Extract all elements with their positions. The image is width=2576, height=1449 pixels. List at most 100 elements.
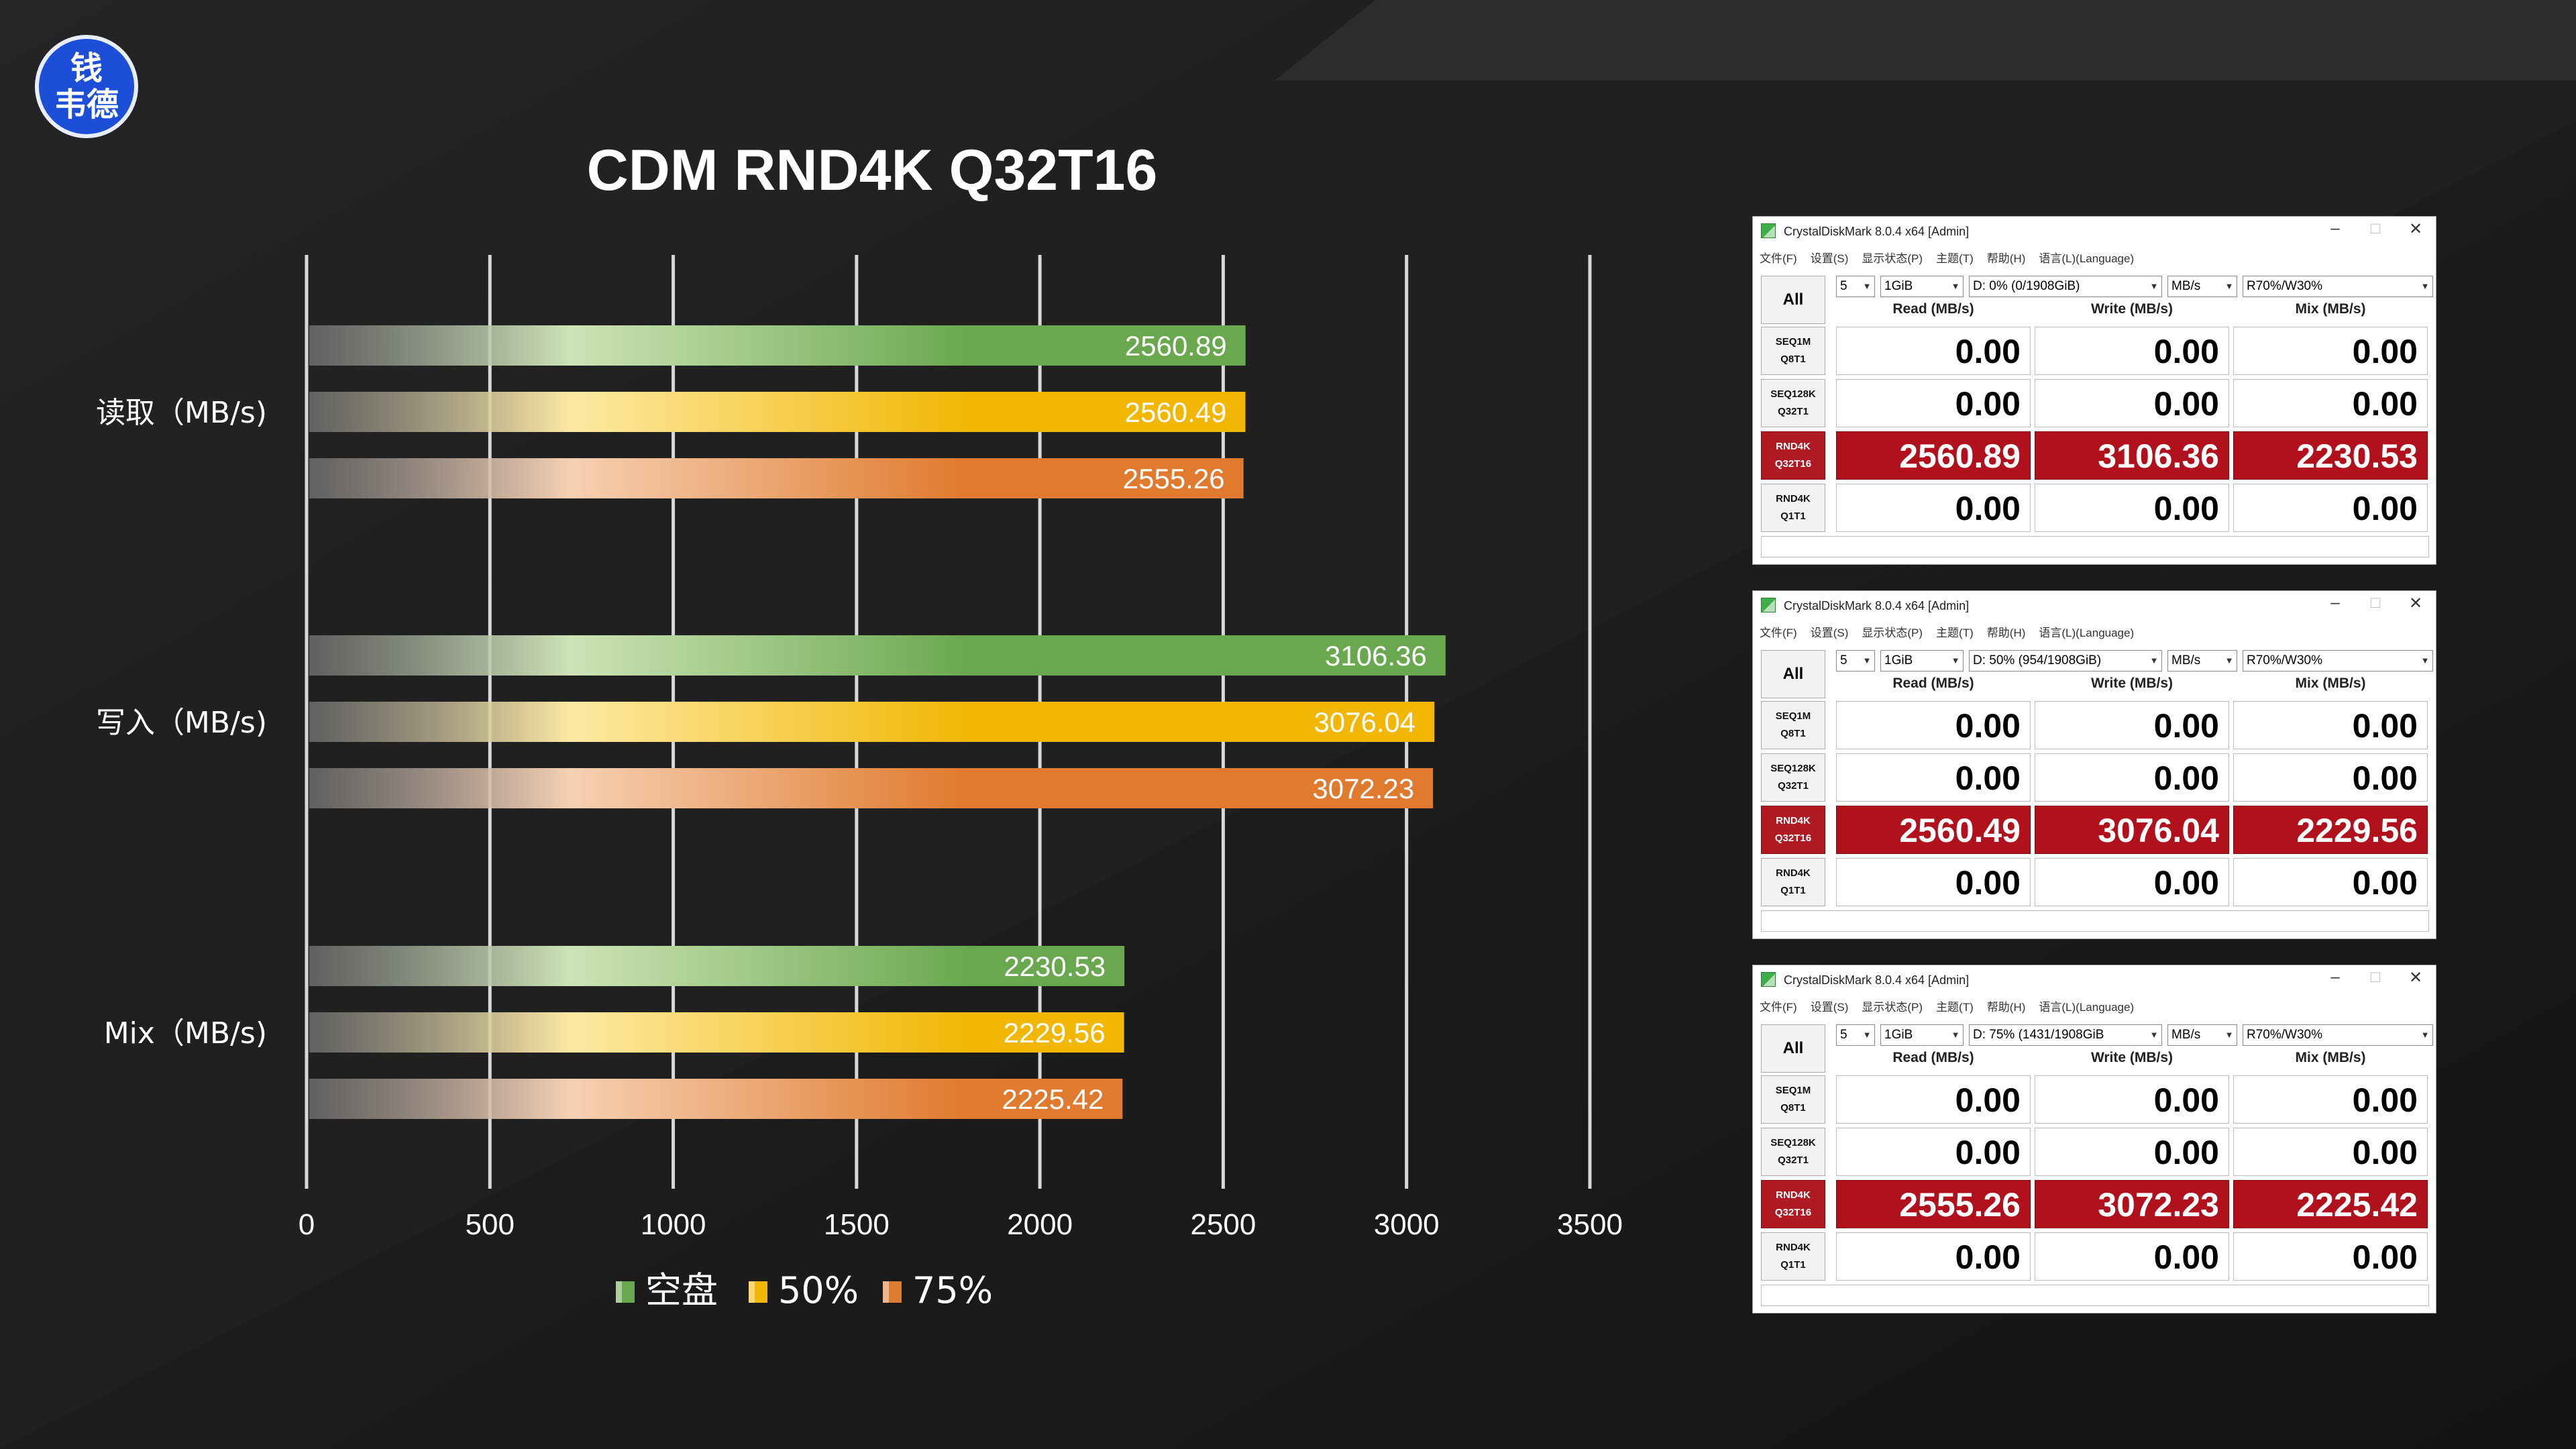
- menu-item[interactable]: 显示状态(P): [1862, 627, 1923, 639]
- legend-swatch-highlight: [883, 1281, 889, 1303]
- chevron-down-icon: ▼: [1948, 651, 1963, 671]
- close-icon[interactable]: ✕: [2408, 969, 2423, 987]
- test-params: Q8T1: [1780, 354, 1806, 365]
- select-value: 5: [1840, 279, 1847, 293]
- column-header: Mix (MB/s): [2295, 1050, 2366, 1065]
- test-name: SEQ128K: [1770, 388, 1816, 400]
- menu-item[interactable]: 设置(S): [1810, 627, 1849, 639]
- chevron-down-icon: ▼: [2222, 1025, 2237, 1045]
- menu-item[interactable]: 文件(F): [1760, 1001, 1797, 1014]
- drive-select[interactable]: D: 0% (0/1908GiB) ▼: [1969, 276, 2162, 297]
- result-mix-cell: 0.00: [2233, 1232, 2428, 1281]
- menu-item[interactable]: 显示状态(P): [1862, 1001, 1923, 1014]
- menu-bar: 文件(F) 设置(S) 显示状态(P) 主题(T) 帮助(H) 语言(L)(Languag…: [1760, 249, 2147, 266]
- test-name: RND4K: [1776, 493, 1811, 504]
- test-count-select[interactable]: 5 ▼: [1836, 276, 1875, 297]
- all-button[interactable]: All: [1761, 650, 1825, 698]
- menu-item[interactable]: 设置(S): [1810, 252, 1849, 265]
- minimize-icon[interactable]: –: [2330, 968, 2340, 986]
- result-read-cell: 2560.89: [1836, 431, 2031, 480]
- logo-line-1: 钱: [70, 50, 103, 87]
- comment-field[interactable]: [1761, 910, 2429, 932]
- bar: [309, 458, 1244, 498]
- x-tick-label: 1500: [824, 1208, 890, 1241]
- test-size-select[interactable]: 1GiB ▼: [1880, 276, 1964, 297]
- result-write-cell: 3106.36: [2035, 431, 2229, 480]
- menu-bar: 文件(F) 设置(S) 显示状态(P) 主题(T) 帮助(H) 语言(L)(Languag…: [1760, 623, 2147, 640]
- close-icon[interactable]: ✕: [2408, 220, 2423, 238]
- unit-select[interactable]: MB/s ▼: [2167, 650, 2237, 672]
- comment-field[interactable]: [1761, 536, 2429, 557]
- all-button[interactable]: All: [1761, 276, 1825, 324]
- test-params: Q1T1: [1780, 1259, 1806, 1271]
- test-params: Q32T1: [1778, 780, 1809, 792]
- test-count-select[interactable]: 5 ▼: [1836, 650, 1875, 672]
- all-button[interactable]: All: [1761, 1024, 1825, 1073]
- drive-select[interactable]: D: 75% (1431/1908GiB ▼: [1969, 1024, 2162, 1046]
- test-count-select[interactable]: 5 ▼: [1836, 1024, 1875, 1046]
- legend-swatch-highlight: [749, 1281, 755, 1303]
- mix-ratio-select[interactable]: R70%/W30% ▼: [2243, 1024, 2433, 1046]
- logo-line-2: 韦德: [54, 86, 119, 123]
- menu-item[interactable]: 语言(L)(Language): [2039, 252, 2135, 265]
- menu-item[interactable]: 语言(L)(Language): [2039, 1001, 2135, 1014]
- maximize-icon[interactable]: □: [2370, 594, 2381, 612]
- menu-item[interactable]: 帮助(H): [1986, 252, 2026, 265]
- minimize-icon[interactable]: –: [2330, 219, 2340, 237]
- menu-item[interactable]: 主题(T): [1936, 627, 1974, 639]
- comment-field[interactable]: [1761, 1285, 2429, 1306]
- test-size-select[interactable]: 1GiB ▼: [1880, 1024, 1964, 1046]
- select-value: 5: [1840, 653, 1847, 667]
- test-button[interactable]: SEQ128K Q32T1: [1761, 1128, 1825, 1176]
- result-mix-cell: 2229.56: [2233, 806, 2428, 854]
- menu-item[interactable]: 帮助(H): [1986, 627, 2026, 639]
- test-button[interactable]: RND4K Q32T16: [1761, 431, 1825, 480]
- test-button[interactable]: SEQ1M Q8T1: [1761, 701, 1825, 749]
- column-header: Mix (MB/s): [2295, 301, 2366, 317]
- test-name: SEQ1M: [1775, 710, 1811, 722]
- bar-value-label: 2229.56: [1004, 1017, 1106, 1049]
- test-button[interactable]: RND4K Q1T1: [1761, 484, 1825, 532]
- mix-ratio-select[interactable]: R70%/W30% ▼: [2243, 650, 2433, 672]
- test-params: Q8T1: [1780, 1102, 1806, 1114]
- menu-item[interactable]: 帮助(H): [1986, 1001, 2026, 1014]
- test-button[interactable]: RND4K Q32T16: [1761, 806, 1825, 854]
- test-button[interactable]: SEQ128K Q32T1: [1761, 379, 1825, 427]
- test-params: Q32T1: [1778, 1155, 1809, 1166]
- maximize-icon[interactable]: □: [2370, 219, 2381, 237]
- menu-item[interactable]: 显示状态(P): [1862, 252, 1923, 265]
- minimize-icon[interactable]: –: [2330, 594, 2340, 612]
- test-size-select[interactable]: 1GiB ▼: [1880, 650, 1964, 672]
- result-mix-cell: 0.00: [2233, 858, 2428, 906]
- menu-item[interactable]: 主题(T): [1936, 1001, 1974, 1014]
- menu-item[interactable]: 语言(L)(Language): [2039, 627, 2135, 639]
- result-mix-cell: 0.00: [2233, 484, 2428, 532]
- result-read-cell: 0.00: [1836, 1075, 2031, 1124]
- x-tick-label: 2000: [1007, 1208, 1073, 1241]
- close-icon[interactable]: ✕: [2408, 594, 2423, 612]
- select-value: 5: [1840, 1028, 1847, 1042]
- test-button[interactable]: RND4K Q1T1: [1761, 1232, 1825, 1281]
- chevron-down-icon: ▼: [1860, 651, 1874, 671]
- test-name: SEQ128K: [1770, 763, 1816, 774]
- window-titlebar: CrystalDiskMark 8.0.4 x64 [Admin] – □ ✕: [1753, 591, 2436, 621]
- menu-item[interactable]: 主题(T): [1936, 252, 1974, 265]
- menu-item[interactable]: 设置(S): [1810, 1001, 1849, 1014]
- unit-select[interactable]: MB/s ▼: [2167, 276, 2237, 297]
- column-header: Read (MB/s): [1892, 1050, 1974, 1065]
- unit-select[interactable]: MB/s ▼: [2167, 1024, 2237, 1046]
- test-button[interactable]: SEQ1M Q8T1: [1761, 327, 1825, 375]
- select-value: D: 50% (954/1908GiB): [1973, 653, 2102, 667]
- menu-item[interactable]: 文件(F): [1760, 627, 1797, 639]
- menu-item[interactable]: 文件(F): [1760, 252, 1797, 265]
- drive-select[interactable]: D: 50% (954/1908GiB) ▼: [1969, 650, 2162, 672]
- test-button[interactable]: SEQ128K Q32T1: [1761, 753, 1825, 802]
- test-button[interactable]: RND4K Q1T1: [1761, 858, 1825, 906]
- select-value: 1GiB: [1884, 1028, 1913, 1042]
- test-button[interactable]: RND4K Q32T16: [1761, 1180, 1825, 1228]
- bar-value-label: 2230.53: [1004, 951, 1106, 982]
- mix-ratio-select[interactable]: R70%/W30% ▼: [2243, 276, 2433, 297]
- test-button[interactable]: SEQ1M Q8T1: [1761, 1075, 1825, 1124]
- window-titlebar: CrystalDiskMark 8.0.4 x64 [Admin] – □ ✕: [1753, 965, 2436, 995]
- maximize-icon[interactable]: □: [2370, 968, 2381, 986]
